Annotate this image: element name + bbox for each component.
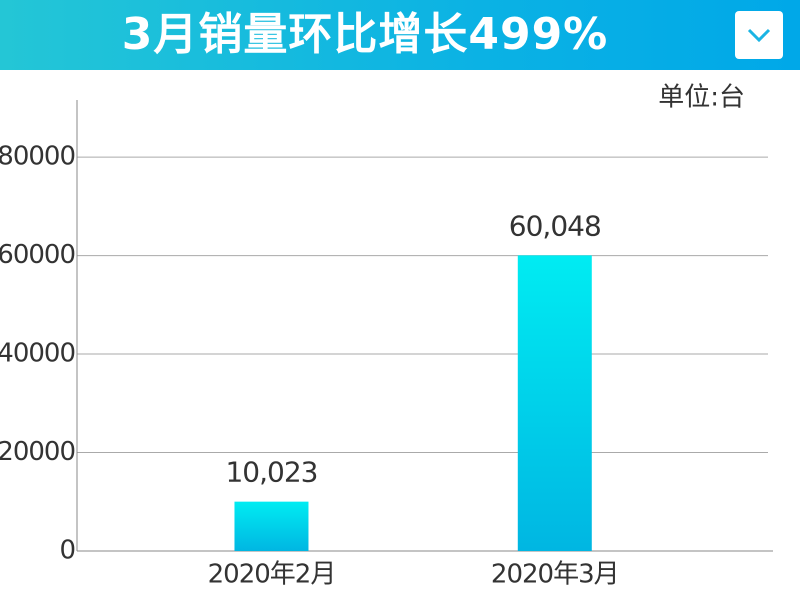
- dropdown-button[interactable]: [735, 11, 783, 59]
- unit-label: 单位:台: [658, 83, 745, 113]
- x-tick-label: 2020年2月: [208, 560, 336, 590]
- chevron-icon: [747, 28, 771, 43]
- y-tick-label: 40000: [0, 339, 75, 369]
- y-tick-label: 80000: [0, 142, 75, 172]
- value-label: 60,048: [509, 209, 601, 242]
- x-tick-label: 2020年3月: [491, 560, 619, 590]
- y-tick-label: 60000: [0, 240, 75, 270]
- title-banner: 3月销量环比增长499%: [0, 0, 800, 70]
- bar: [517, 255, 592, 551]
- chart: 单位:台 0 20000 40000 60000 80000 2020年2月 10,023 2…: [0, 83, 773, 590]
- y-tick-label: 20000: [0, 437, 75, 467]
- chart-title: 3月销量环比增长499%: [121, 9, 609, 60]
- y-tick-label: 0: [59, 536, 75, 566]
- bar: [234, 501, 309, 551]
- value-label: 10,023: [225, 456, 317, 489]
